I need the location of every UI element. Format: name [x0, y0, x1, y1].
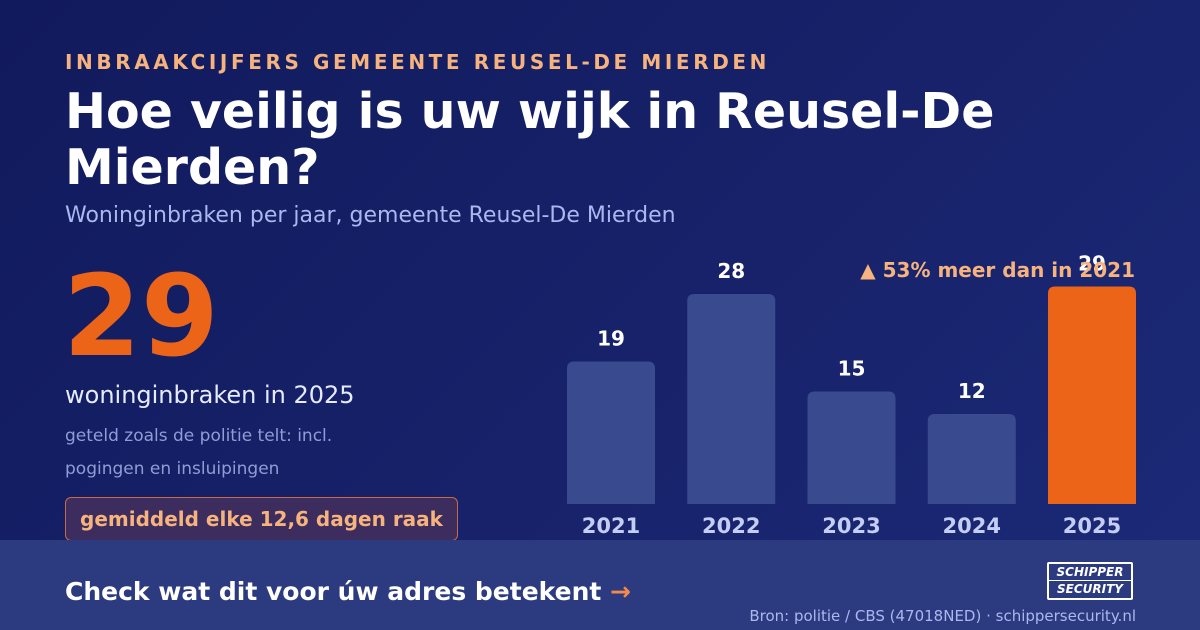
value-label-2023: 15: [838, 357, 866, 381]
bar-2023: [807, 391, 896, 504]
big-number-caption: woninginbraken in 2025: [65, 381, 355, 409]
logo-line-2: SECURITY: [1057, 582, 1123, 596]
x-tick-label-2025: 2025: [1063, 514, 1121, 538]
kicker: INBRAAKCIJFERS GEMEENTE REUSEL-DE MIERDE…: [65, 50, 770, 74]
bar-2025: [1048, 286, 1136, 504]
frequency-pill: gemiddeld elke 12,6 dagen raak: [65, 497, 458, 541]
footer-band: [0, 540, 1200, 630]
cta-text: Check wat dit voor úw adres betekent: [65, 577, 602, 606]
value-label-2024: 12: [958, 379, 986, 403]
big-number: 29: [63, 252, 219, 382]
value-label-2025: 29: [1078, 252, 1106, 276]
x-tick-label-2023: 2023: [822, 514, 880, 538]
bar-2022: [687, 294, 776, 504]
cta-link[interactable]: Check wat dit voor úw adres betekent →: [65, 577, 631, 606]
growth-annotation: ▲ 53% meer dan in 2021: [860, 258, 1135, 282]
page-title: Hoe veilig is uw wijk in Reusel-De Mierd…: [65, 83, 995, 196]
x-tick-label-2024: 2024: [943, 514, 1001, 538]
brand-logo: SCHIPPER SECURITY: [1047, 562, 1133, 600]
x-tick-label-2022: 2022: [702, 514, 760, 538]
value-label-2021: 19: [597, 327, 625, 351]
arrow-right-icon: →: [610, 577, 631, 606]
value-label-2022: 28: [717, 259, 745, 283]
counting-note: geteld zoals de politie telt: incl. pogi…: [65, 426, 333, 479]
logo-line-1: SCHIPPER: [1049, 564, 1131, 581]
source-note: Bron: politie / CBS (47018NED) · schippe…: [749, 607, 1136, 625]
bar-2021: [567, 361, 655, 504]
subtitle: Woninginbraken per jaar, gemeente Reusel…: [65, 203, 676, 228]
bar-2024: [927, 414, 1016, 504]
x-tick-label-2021: 2021: [582, 514, 640, 538]
